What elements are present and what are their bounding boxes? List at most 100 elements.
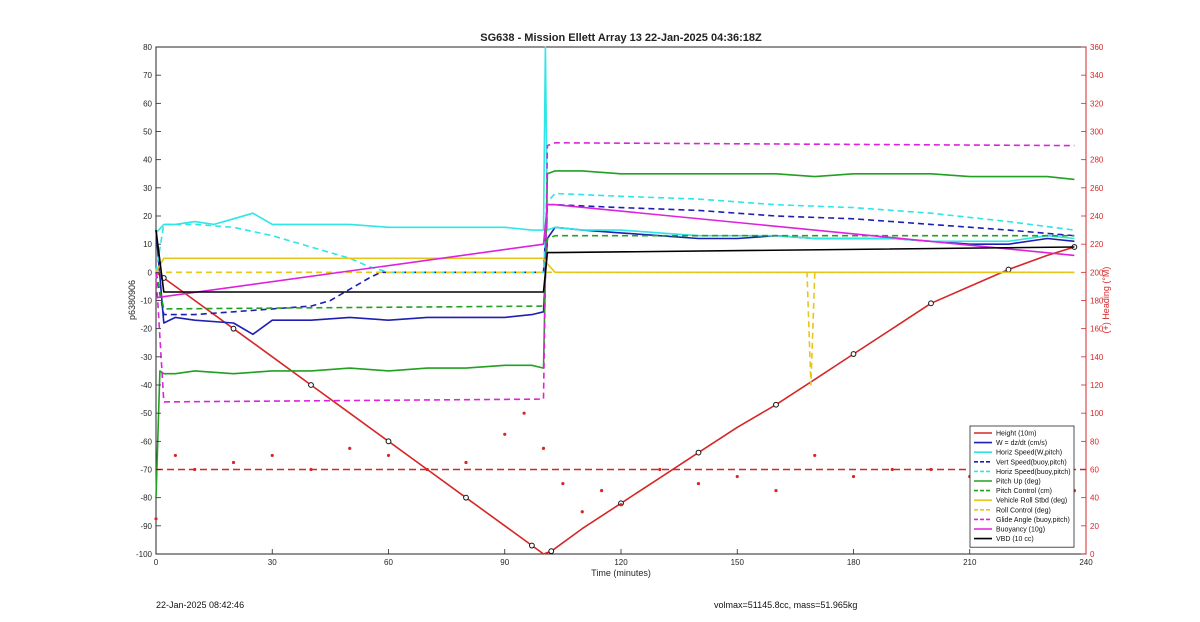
legend-entry: Vehicle Roll Stbd (deg) xyxy=(996,498,1067,505)
y2-tick-label: 20 xyxy=(1090,522,1099,531)
heading-point xyxy=(658,467,662,472)
legend-entry: Pitch Up (deg) xyxy=(996,479,1041,486)
y-tick-label: -30 xyxy=(140,353,152,362)
series-line-horiz-speed-w-pitch xyxy=(155,46,1075,243)
legend: Height (10m) W = dz/dt (cm/s) Horiz Speed(… xyxy=(969,425,1075,548)
heading-point xyxy=(813,453,817,458)
heading-point xyxy=(309,467,313,472)
height-marker xyxy=(463,494,469,501)
y2-tick-label: 300 xyxy=(1090,128,1104,137)
height-marker xyxy=(1005,266,1012,273)
legend-entry: Horiz Speed(W,pitch) xyxy=(996,450,1062,457)
y-axis-ticks: -100-90-80-70-60-50-40-30-20-10010203040… xyxy=(136,43,161,559)
height-marker xyxy=(928,300,934,307)
series-line-roll-control-deg xyxy=(156,271,1075,386)
y2-tick-label: 0 xyxy=(1090,550,1095,559)
heading-point xyxy=(503,432,507,436)
y-tick-label: -90 xyxy=(140,522,152,531)
y2-tick-label: 120 xyxy=(1090,381,1104,390)
heading-point xyxy=(173,453,177,458)
x-tick-label: 150 xyxy=(731,558,745,567)
heading-layer xyxy=(154,411,1086,521)
legend-entry: Horiz Speed(buoy,pitch) xyxy=(996,469,1071,476)
y-tick-label: 20 xyxy=(143,212,152,221)
plot-area xyxy=(155,46,1087,555)
heading-point xyxy=(851,474,856,479)
height-marker xyxy=(548,548,555,555)
y-tick-label: 30 xyxy=(143,184,152,193)
heading-point xyxy=(561,481,565,486)
heading-point xyxy=(193,467,197,472)
footer-timestamp: 22-Jan-2025 08:42:46 xyxy=(156,600,245,610)
y2-tick-label: 240 xyxy=(1090,212,1104,221)
plot-frame xyxy=(155,46,1087,555)
x-axis-label: Time (minutes) xyxy=(591,568,651,578)
x-tick-label: 60 xyxy=(384,558,393,567)
series-layer xyxy=(155,46,1078,555)
legend-box xyxy=(969,425,1075,548)
y-tick-label: -20 xyxy=(140,325,152,334)
legend-entry: Vert Speed(buoy,pitch) xyxy=(996,459,1067,466)
y2-tick-label: 60 xyxy=(1090,466,1099,475)
heading-point xyxy=(735,474,739,479)
height-marker xyxy=(695,449,702,456)
y2-tick-label: 160 xyxy=(1090,325,1104,334)
y2-tick-label: 340 xyxy=(1090,71,1104,80)
heading-point xyxy=(270,453,274,458)
heading-point xyxy=(619,503,623,507)
heading-point xyxy=(522,411,526,415)
heading-point xyxy=(386,453,391,458)
chart-title: SG638 - Mission Ellett Array 13 22-Jan-2… xyxy=(480,32,762,44)
heading-point xyxy=(600,489,604,493)
y-tick-label: 80 xyxy=(143,43,152,52)
y2-tick-label: 100 xyxy=(1090,409,1104,418)
y2-axis-ticks: 0 20 40 60 80 100 120 140 160 180 200 220 240 260 280 3… xyxy=(1081,43,1104,559)
y2-tick-label: 200 xyxy=(1090,268,1104,277)
heading-point xyxy=(348,446,352,450)
legend-entry: Roll Control (deg) xyxy=(996,507,1051,514)
x-tick-label: 0 xyxy=(154,558,159,567)
heading-point xyxy=(580,510,584,514)
x-tick-label: 240 xyxy=(1079,558,1093,567)
y-tick-label: -50 xyxy=(140,409,152,418)
y2-tick-label: 140 xyxy=(1090,353,1104,362)
y2-tick-label: 280 xyxy=(1090,156,1104,165)
series-line-horiz-speed-buoy-pitch xyxy=(155,192,1075,274)
legend-entry: W = dz/dt (cm/s) xyxy=(996,440,1047,447)
heading-point xyxy=(774,489,778,493)
heading-point xyxy=(541,446,546,450)
legend-entry: Pitch Control (cm) xyxy=(996,488,1052,495)
footer-mass-info: volmax=51145.8cc, mass=51.965kg xyxy=(714,600,858,610)
legend-entry: VBD (10 cc) xyxy=(996,536,1034,543)
height-marker xyxy=(773,401,779,408)
y-tick-label: -60 xyxy=(140,437,152,446)
legend-entry: Buoyancy (10g) xyxy=(996,527,1045,534)
y-tick-label: 10 xyxy=(143,240,152,249)
x-tick-label: 90 xyxy=(500,558,509,567)
y-tick-label: 70 xyxy=(143,71,152,80)
y2-tick-label: 260 xyxy=(1090,184,1104,193)
y-tick-label: 40 xyxy=(143,156,152,165)
y-tick-label: -10 xyxy=(140,297,152,306)
heading-point xyxy=(231,460,236,465)
height-marker xyxy=(528,542,535,549)
heading-point xyxy=(890,467,894,472)
x-tick-label: 210 xyxy=(963,558,977,567)
legend-entry: Glide Angle (buoy,pitch) xyxy=(996,517,1070,524)
y-tick-label: -70 xyxy=(140,466,152,475)
y-tick-label: 50 xyxy=(143,128,152,137)
x-tick-label: 30 xyxy=(268,558,277,567)
y2-tick-label: 40 xyxy=(1090,494,1099,503)
heading-point xyxy=(154,517,158,521)
x-tick-label: 180 xyxy=(847,558,861,567)
y-tick-label: -80 xyxy=(140,494,152,503)
y2-tick-label: 180 xyxy=(1090,297,1104,306)
series-line-vert-speed-buoy-pitch xyxy=(155,203,1075,316)
height-marker xyxy=(230,325,237,332)
y-tick-label: 60 xyxy=(143,99,152,108)
y-tick-label: -100 xyxy=(136,550,153,559)
height-marker xyxy=(385,438,392,445)
y2-tick-label: 360 xyxy=(1090,43,1104,52)
heading-point xyxy=(425,467,429,472)
